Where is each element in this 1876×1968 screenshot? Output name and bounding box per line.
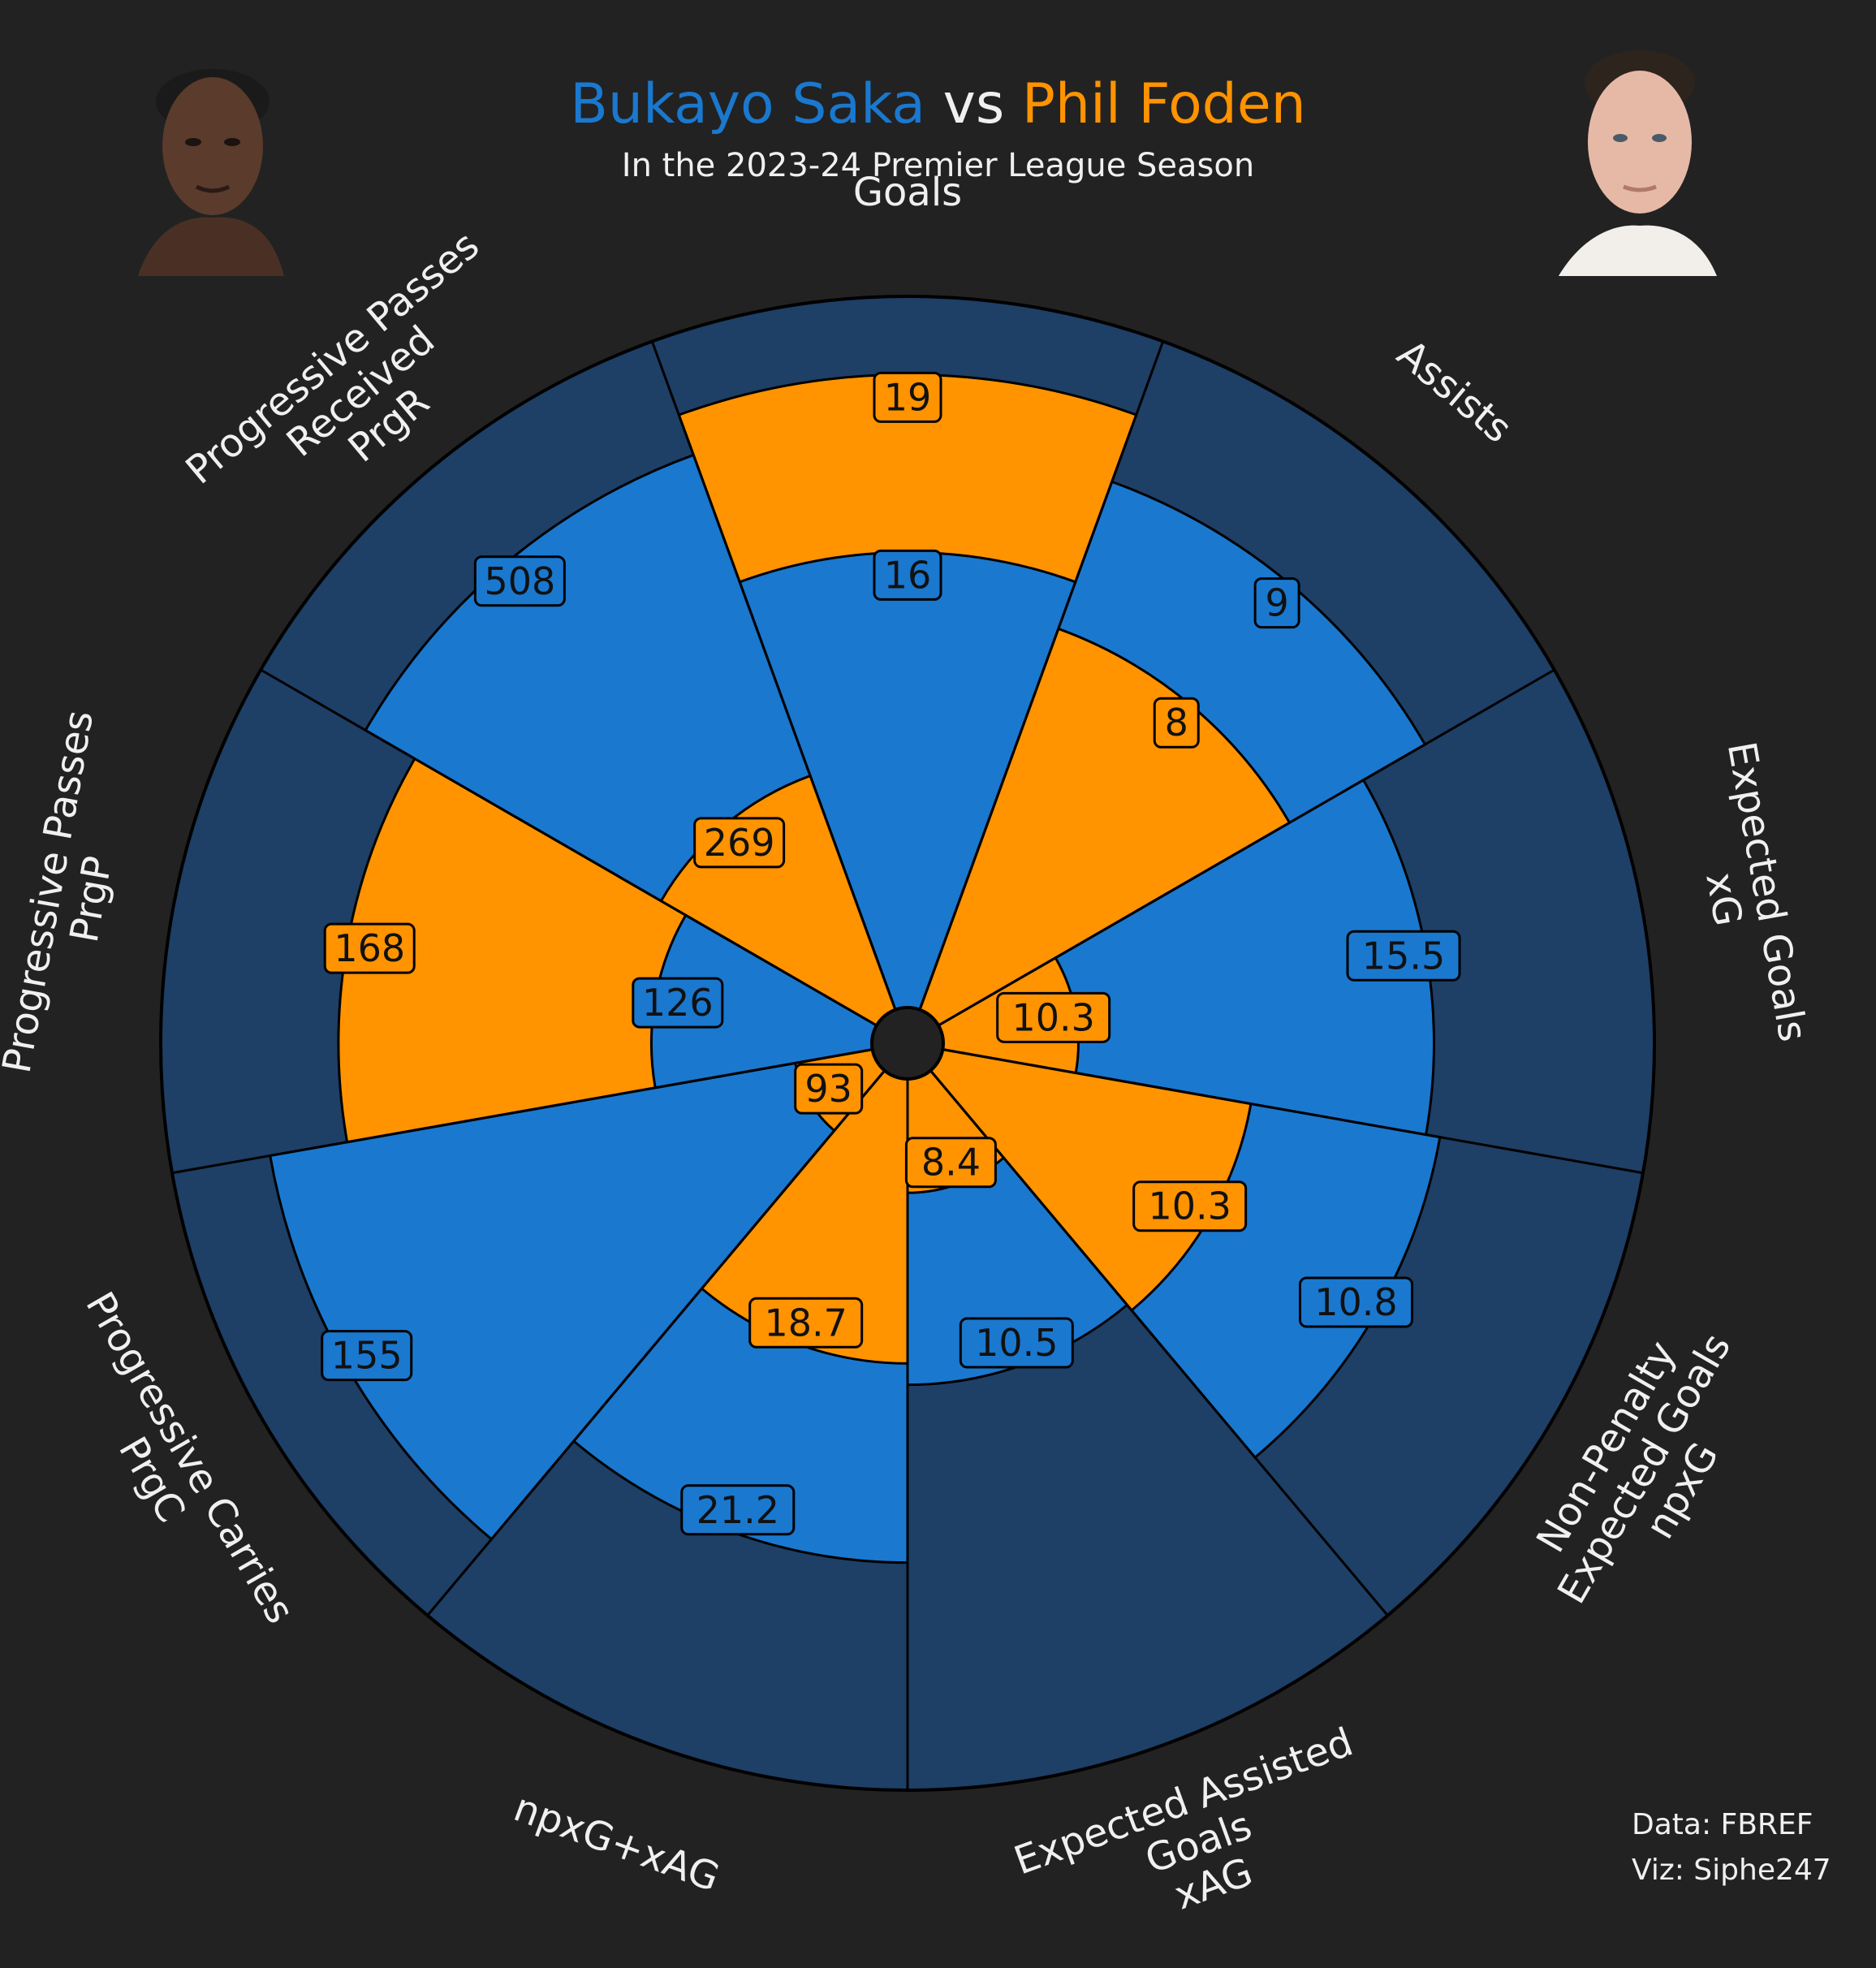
parameter-label-npxg-xag: npxG+xAG xyxy=(508,1785,726,1901)
player2-value-label-progressive-carries-prgc: 93 xyxy=(794,1063,864,1115)
player1-value-label-npxg-xag: 21.2 xyxy=(680,1484,796,1536)
parameter-label-line: xG xyxy=(1697,870,1751,930)
player1-value-label-assists: 9 xyxy=(1253,577,1300,629)
player2-value-label-progressive-passes-received-prgr: 269 xyxy=(693,817,786,869)
player1-value-label-progressive-carries-prgc: 155 xyxy=(321,1330,413,1382)
player1-name: Bukayo Saka xyxy=(570,72,925,136)
player2-value-box xyxy=(1153,697,1200,749)
player2-value-text: 8 xyxy=(1165,701,1188,744)
player1-value-text: 508 xyxy=(484,559,555,603)
player2-value-text: 18.7 xyxy=(764,1301,847,1344)
slice-divider xyxy=(918,340,1165,1011)
player1-value-box xyxy=(959,1317,1074,1369)
player2-value-label-npxg-xag: 18.7 xyxy=(748,1297,864,1349)
player2-value-label-assists: 8 xyxy=(1153,697,1200,749)
player2-value-text: 8.4 xyxy=(921,1141,981,1185)
parameter-label-line: Goals xyxy=(853,170,962,215)
player2-value-text: 19 xyxy=(884,375,932,419)
player2-value-text: 10.3 xyxy=(1011,995,1094,1039)
player1-value-box xyxy=(1346,930,1461,982)
player2-value-box xyxy=(873,371,942,423)
player1-value-box xyxy=(1253,577,1300,629)
player2-value-box xyxy=(693,817,786,869)
player1-value-label-expected-assisted-goals-xag: 10.5 xyxy=(959,1317,1074,1369)
player1-value-label-expected-goals-xg: 15.5 xyxy=(1346,930,1461,982)
parameter-label-line: Progressive Passes xyxy=(177,222,487,494)
player1-value-box xyxy=(321,1330,413,1382)
slice-divider xyxy=(171,1048,873,1175)
player2-value-box xyxy=(794,1063,864,1115)
player2-value-text: 269 xyxy=(704,821,775,865)
player1-value-box xyxy=(473,555,566,607)
player1-value-label-progressive-passes-received-prgr: 508 xyxy=(473,555,566,607)
player2-value-label-non-penalty-expected-goals-npxg: 10.3 xyxy=(1132,1180,1248,1232)
slice-divider xyxy=(260,668,878,1027)
credits: Data: FBREF Viz: Siphe247 xyxy=(1632,1802,1831,1893)
chart-subtitle: In the 2023-24 Premier League Season xyxy=(621,147,1255,184)
player2-value-box xyxy=(904,1137,997,1189)
chart-title: Bukayo Saka vs Phil Foden xyxy=(0,68,1876,141)
player2-value-label-progressive-passes-prgp: 168 xyxy=(323,922,416,974)
player1-value-label-goals: 16 xyxy=(873,549,942,601)
center-dot xyxy=(870,1006,945,1081)
slice-dividers xyxy=(171,340,1644,1790)
slice-divider xyxy=(938,668,1555,1027)
player2-value-label-goals: 19 xyxy=(873,371,942,423)
parameter-label-line: Assists xyxy=(1388,331,1520,452)
player2-value-label-expected-assisted-goals-xag: 8.4 xyxy=(904,1137,997,1189)
player2-value-box xyxy=(996,991,1111,1043)
player1-photo xyxy=(122,32,296,276)
player1-value-box xyxy=(873,549,942,601)
slice-divider xyxy=(650,340,897,1011)
player1-value-text: 9 xyxy=(1265,581,1288,625)
slice-divider xyxy=(929,1069,1389,1616)
slice-divider xyxy=(426,1069,886,1616)
vs-text: vs xyxy=(942,72,1005,136)
player1-value-text: 21.2 xyxy=(696,1488,779,1532)
player2-value-text: 168 xyxy=(334,926,405,970)
player1-value-label-progressive-passes-prgp: 126 xyxy=(632,977,724,1029)
player1-value-text: 126 xyxy=(642,981,714,1025)
parameter-label-goals: Goals xyxy=(853,170,962,215)
player2-value-box xyxy=(1132,1180,1248,1232)
value-labels: 16 19 9 8 15.5 10.3 10.8 10.3 10.5 8.4 21.2 18.7 155… xyxy=(321,371,1461,1536)
player2-photo-drawing xyxy=(1550,32,1725,276)
player1-photo-drawing xyxy=(122,32,296,276)
slice-divider xyxy=(942,1048,1644,1175)
player2-value-text: 10.3 xyxy=(1148,1185,1231,1228)
player1-value-box xyxy=(1298,1276,1413,1328)
player2-photo xyxy=(1550,32,1725,276)
viz-author: Viz: Siphe247 xyxy=(1632,1854,1831,1887)
data-source: Data: FBREF xyxy=(1632,1808,1813,1841)
parameter-label-assists: Assists xyxy=(1388,331,1520,452)
player1-value-text: 15.5 xyxy=(1362,934,1445,978)
player1-value-box xyxy=(632,977,724,1029)
player1-value-text: 155 xyxy=(331,1334,403,1378)
player2-value-box xyxy=(748,1297,864,1349)
player1-value-text: 16 xyxy=(884,553,932,597)
player1-value-text: 10.5 xyxy=(975,1321,1058,1365)
player2-value-label-expected-goals-xg: 10.3 xyxy=(996,991,1111,1043)
outer-ring xyxy=(159,295,1656,1792)
player1-value-label-non-penalty-expected-goals-npxg: 10.8 xyxy=(1298,1276,1413,1328)
player2-value-text: 93 xyxy=(804,1067,852,1111)
player2-value-box xyxy=(323,922,416,974)
player1-value-text: 10.8 xyxy=(1314,1280,1397,1324)
parameter-label-line: npxG+xAG xyxy=(508,1785,726,1901)
player1-value-box xyxy=(680,1484,796,1536)
player2-name: Phil Foden xyxy=(1021,72,1306,136)
